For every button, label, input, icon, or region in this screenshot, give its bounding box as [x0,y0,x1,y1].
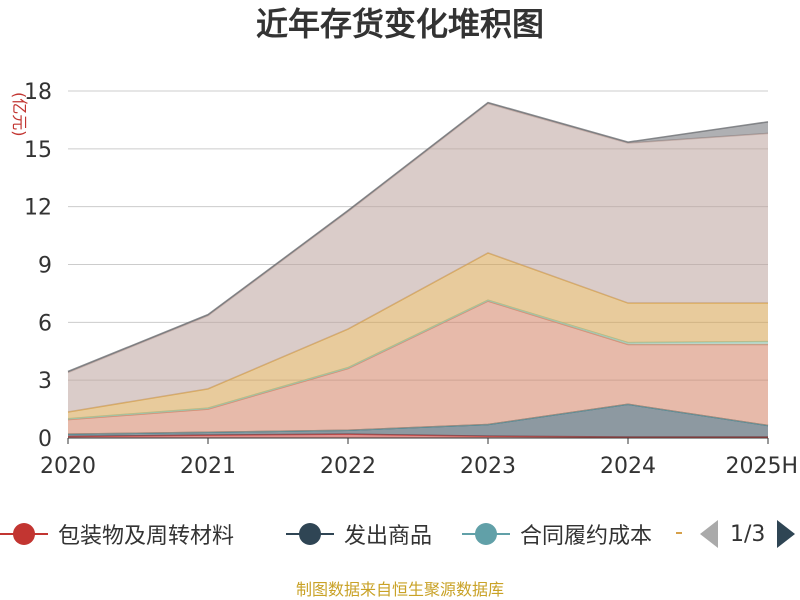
legend-marker-icon [0,522,48,546]
series-line [67,252,768,413]
source-note: 制图数据来自恒生聚源数据库 [295,580,504,599]
series-line [67,403,769,435]
series-line [67,101,769,373]
x-tick-label: 2023 [460,454,516,479]
next-page-icon[interactable] [777,520,796,548]
legend-item-packaging[interactable]: 包装物及周转材料 [0,512,234,556]
chart-title: 近年存货变化堆积图 [255,5,544,43]
x-tick-label: 2025H [725,454,798,479]
legend: 包装物及周转材料 发出商品 合同履约成本 [0,512,800,556]
y-tick-label: 6 [38,311,52,336]
legend-label: 发出商品 [344,524,433,549]
y-tick-label: 18 [24,80,52,105]
y-tick-label: 15 [24,138,52,163]
legend-item-contract-cost[interactable]: 合同履约成本 [462,512,652,556]
x-tick-label: 2024 [600,454,656,479]
legend-label: 合同履约成本 [520,524,653,549]
series-area [68,404,768,438]
legend-page-indicator: 1/3 [730,521,766,547]
y-axis-unit-label: (亿元) [10,92,29,137]
series-area [68,103,768,412]
axes: 0 3 6 9 12 15 18 2020 2021 2022 2023 2024 2025H [24,80,798,479]
prev-page-icon[interactable] [700,520,718,548]
x-tick-label: 2021 [180,454,236,479]
legend-item-goods-shipped[interactable]: 发出商品 [286,512,432,556]
legend-label: 包装物及周转材料 [58,524,235,549]
x-tick-label: 2022 [320,454,376,479]
legend-pager: 1/3 [700,512,796,556]
legend-overflow-indicator [676,532,682,534]
y-tick-label: 3 [38,369,52,394]
y-tick-label: 0 [38,427,52,452]
y-tick-label: 9 [38,254,52,279]
series-area [68,252,768,419]
legend-marker-icon [462,522,510,546]
legend-marker-icon [286,522,334,546]
stacked-areas [67,101,769,438]
x-tick-label: 2020 [40,454,96,479]
y-tick-label: 12 [24,196,52,221]
